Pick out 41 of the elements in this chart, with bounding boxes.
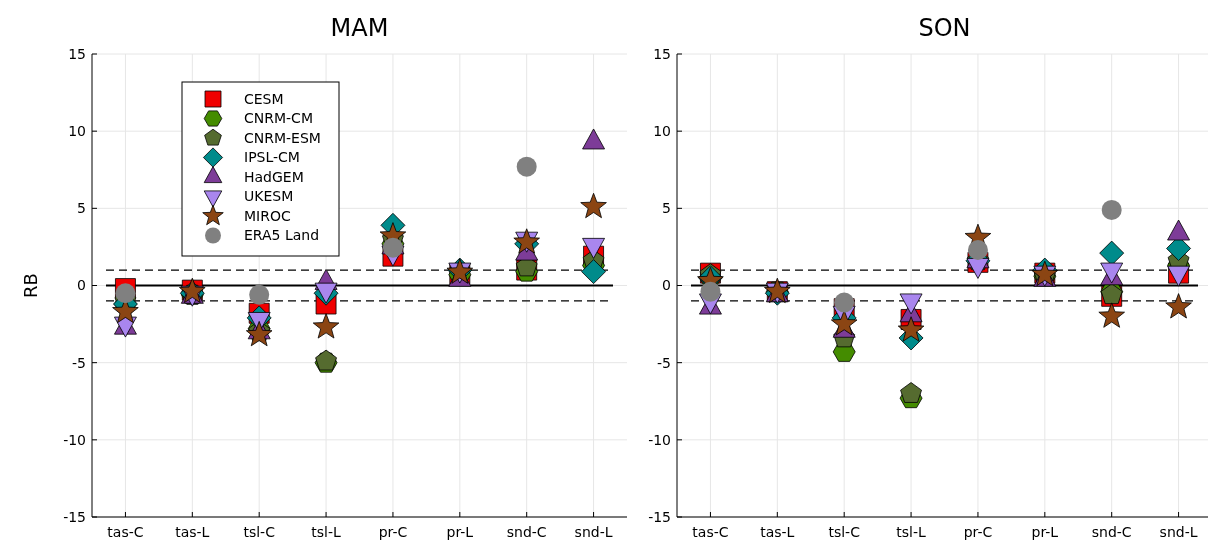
- x-tick-label: tas-C: [107, 524, 144, 540]
- x-tick-label: pr-L: [446, 524, 474, 540]
- legend-label: CESM: [244, 90, 284, 107]
- x-tick-label: snd-C: [506, 524, 547, 540]
- legend-label: CNRM-CM: [244, 110, 313, 127]
- x-tick-label: snd-L: [1159, 524, 1198, 540]
- x-tick-label: pr-L: [1031, 524, 1059, 540]
- legend-label: IPSL-CM: [244, 149, 300, 166]
- y-tick-label: -5: [657, 354, 671, 371]
- x-tick-label: tsl-L: [896, 524, 927, 540]
- x-tick-label: tas-L: [760, 524, 795, 540]
- x-tick-label: snd-C: [1091, 524, 1132, 540]
- legend-label: MIROC: [244, 207, 291, 224]
- y-tick-label: 15: [653, 45, 671, 62]
- y-tick-label: 0: [662, 277, 671, 294]
- legend-label: UKESM: [244, 188, 294, 205]
- x-tick-label: tsl-L: [311, 524, 342, 540]
- x-tick-label: snd-L: [574, 524, 613, 540]
- y-tick-label: 10: [653, 123, 671, 140]
- chart-title: SON: [918, 14, 971, 42]
- legend-label: ERA5 Land: [244, 227, 320, 244]
- y-tick-label: 10: [68, 123, 86, 140]
- y-tick-label: -15: [648, 508, 671, 525]
- y-tick-label: -10: [648, 431, 671, 448]
- legend-label: CNRM-ESM: [244, 129, 321, 146]
- x-tick-label: pr-C: [963, 524, 993, 540]
- x-tick-label: tsl-C: [828, 524, 861, 540]
- y-tick-label: 5: [77, 200, 86, 217]
- y-tick-label: 15: [68, 45, 86, 62]
- chart-title: MAM: [330, 14, 389, 42]
- y-tick-label: 5: [662, 200, 671, 217]
- y-tick-label: -5: [72, 354, 86, 371]
- y-tick-label: -15: [63, 508, 86, 525]
- legend-label: HadGEM: [244, 168, 304, 185]
- y-tick-label: 0: [77, 277, 86, 294]
- x-tick-label: tsl-C: [243, 524, 276, 540]
- y-axis-title: RB: [20, 273, 41, 298]
- y-tick-label: -10: [63, 431, 86, 448]
- x-tick-label: tas-C: [692, 524, 729, 540]
- x-tick-label: tas-L: [175, 524, 210, 540]
- x-tick-label: pr-C: [378, 524, 408, 540]
